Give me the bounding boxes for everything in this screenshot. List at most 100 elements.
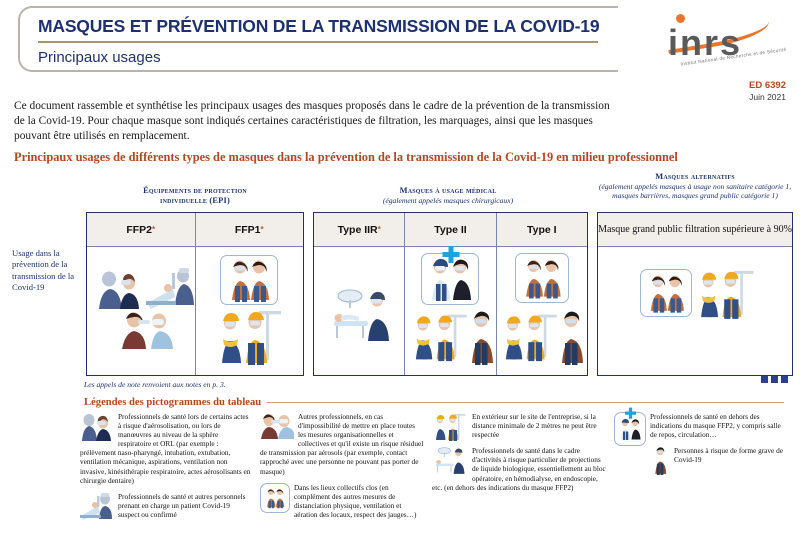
section-heading: Principaux usages de différents types de… bbox=[14, 150, 678, 164]
legend-item-3: Autres professionnels, en cas d'impossib… bbox=[260, 412, 424, 476]
header-row-epi: FFP2 * FFP1 * bbox=[87, 213, 303, 247]
body-row-epi bbox=[87, 247, 303, 375]
pictogram-chantier-ffp1 bbox=[221, 311, 281, 365]
group-header-epi: Équipements de protection individuelle (… bbox=[86, 186, 304, 205]
column-header-ffp1[interactable]: FFP1 * bbox=[195, 213, 303, 247]
frame-soignant-hors-indication-ii bbox=[421, 246, 480, 305]
body-row-alternatifs bbox=[598, 247, 792, 375]
column-label-masque-grand-public: Masque grand public filtration supérieur… bbox=[598, 223, 792, 235]
pictogram-soignant-aerosolisation bbox=[99, 271, 139, 309]
pictogram-deux-personnes-gp bbox=[650, 275, 684, 313]
legend-item-5: En extérieur sur le site de l'entreprise… bbox=[432, 412, 606, 441]
pictogram-deux-personnes-i bbox=[525, 259, 561, 299]
header-row-alternatifs: Masque grand public filtration supérieur… bbox=[598, 213, 792, 247]
legend-item-8: Personnes à risque de forme grave de Cov… bbox=[614, 446, 788, 476]
pictogram-chantier-i bbox=[505, 314, 557, 362]
title-banner: MASQUES ET PRÉVENTION DE LA TRANSMISSION… bbox=[18, 6, 618, 72]
pictogram-personne-risque-grave-ii bbox=[472, 311, 494, 365]
legend-item-2: Professionnels de santé et autres person… bbox=[80, 491, 252, 520]
soignant-patient-glyph bbox=[621, 418, 641, 440]
autres-professionnels-icon bbox=[261, 414, 294, 439]
cell-ffp2 bbox=[87, 247, 196, 375]
legend-title: Légendes des pictogrammes du tableau bbox=[84, 397, 262, 408]
soignant-hors-indication-icon bbox=[614, 407, 646, 446]
square-3 bbox=[781, 376, 788, 383]
cell-ffp1 bbox=[195, 247, 303, 375]
group-caption-epi-line2: individuelle (EPI) bbox=[160, 195, 230, 205]
row-label-usage: Usage dans la prévention de la transmiss… bbox=[12, 248, 75, 293]
page-subtitle: Principaux usages bbox=[38, 49, 161, 66]
group-subtitle-alternatifs: (également appelés masques à usage non s… bbox=[598, 181, 792, 201]
legend-column-3: En extérieur sur le site de l'entreprise… bbox=[432, 412, 614, 526]
publication-date: Juin 2021 bbox=[749, 92, 786, 102]
legend-item-7: Professionnels de santé en dehors des in… bbox=[614, 407, 788, 446]
legend-item-1: Professionnels de santé lors de certains… bbox=[80, 412, 252, 485]
cell-type-ii bbox=[405, 246, 497, 375]
legend-divider bbox=[267, 402, 784, 403]
inrs-logo: inrs Institut National de Recherche et d… bbox=[660, 8, 787, 70]
body-row-medical bbox=[314, 246, 587, 375]
legend-text-2: Professionnels de santé et autres person… bbox=[118, 491, 246, 519]
column-header-type-i[interactable]: Type I bbox=[496, 213, 587, 247]
column-header-ffp2[interactable]: FFP2 * bbox=[87, 213, 196, 247]
legend-text-8: Personnes à risque de forme grave de Cov… bbox=[674, 446, 784, 465]
exterieur-chantier-icon bbox=[436, 414, 466, 441]
legend-text-6: Professionnels de santé dans le cadre d'… bbox=[432, 446, 606, 492]
pictogram-chantier-gp bbox=[701, 270, 754, 319]
soignant-aerosolisation-icon bbox=[82, 414, 111, 441]
cell-type-iir bbox=[314, 247, 406, 375]
legend-text-7: Professionnels de santé en dehors des in… bbox=[650, 412, 781, 440]
column-label-type-ii: Type II bbox=[434, 223, 467, 236]
legend-column-2: Autres professionnels, en cas d'impossib… bbox=[260, 412, 432, 526]
logo-dot-icon bbox=[676, 14, 685, 23]
usage-table: Équipements de protection individuelle (… bbox=[0, 170, 800, 385]
group-subtitle-medical: (également appelés masques chirurgicaux) bbox=[382, 195, 514, 205]
square-2 bbox=[771, 376, 778, 383]
cell-type-i bbox=[496, 247, 587, 375]
pictogram-soignant-patient-ii bbox=[432, 258, 472, 301]
column-header-masque-grand-public[interactable]: Masque grand public filtration supérieur… bbox=[598, 213, 792, 247]
personne-risque-grave-icon bbox=[655, 447, 667, 476]
footnote-marker-type-iir: * bbox=[377, 224, 381, 234]
column-label-type-i: Type I bbox=[527, 223, 557, 236]
group-caption-epi-line1: Équipements de protection bbox=[143, 186, 247, 195]
deux-personnes-glyph bbox=[267, 488, 285, 508]
pictogram-prelevement-naso bbox=[122, 312, 173, 349]
bloc-operatoire-icon bbox=[436, 447, 465, 475]
soignant-patient-covid-icon bbox=[80, 492, 112, 520]
pictogram-deux-personnes-ffp1 bbox=[231, 260, 269, 302]
footnote-marker-ffp2: * bbox=[152, 224, 156, 234]
table-footnote: Les appels de note renvoient aux notes e… bbox=[84, 380, 226, 389]
group-caption-alternatifs: Masques alternatifs bbox=[655, 172, 735, 181]
legend-text-1: Professionnels de santé lors de certains… bbox=[80, 412, 251, 485]
group-caption-medical: Masques à usage médical bbox=[399, 186, 497, 195]
frame-lieux-collectifs-ffp1 bbox=[219, 255, 278, 305]
square-1 bbox=[761, 376, 768, 383]
pictogram-personne-risque-grave-i bbox=[561, 311, 583, 365]
table-block-alternatifs: Masque grand public filtration supérieur… bbox=[597, 212, 793, 376]
legend-item-6: Professionnels de santé dans le cadre d'… bbox=[432, 446, 606, 491]
group-header-medical: Masques à usage médical (également appel… bbox=[308, 186, 588, 205]
lieux-collectifs-clos-icon bbox=[260, 482, 290, 513]
legend-column-1: Professionnels de santé lors de certains… bbox=[80, 412, 260, 526]
decorative-squares bbox=[761, 376, 788, 383]
title-divider bbox=[38, 41, 598, 43]
legend-item-4: Dans les lieux collectifs clos (en compl… bbox=[260, 482, 424, 519]
column-header-type-iir[interactable]: Type IIR * bbox=[314, 213, 406, 247]
column-label-ffp1: FFP1 bbox=[234, 223, 261, 236]
legend-header: Légendes des pictogrammes du tableau bbox=[84, 397, 784, 408]
cell-masque-grand-public bbox=[598, 247, 792, 375]
group-header-alternatifs: Masques alternatifs (également appelés m… bbox=[597, 172, 793, 201]
legend-text-5: En extérieur sur le site de l'entreprise… bbox=[472, 412, 597, 440]
column-header-type-ii[interactable]: Type II bbox=[405, 213, 497, 247]
page-title: MASQUES ET PRÉVENTION DE LA TRANSMISSION… bbox=[38, 16, 600, 36]
frame-lieux-collectifs-gp bbox=[640, 269, 692, 317]
pictogram-bloc-operatoire bbox=[334, 289, 389, 341]
croix-medicale-icon bbox=[442, 246, 460, 263]
pictogram-chantier-ii bbox=[416, 314, 468, 362]
reference-code: ED 6392 Juin 2021 bbox=[749, 80, 786, 102]
header-row-medical: Type IIR * Type II Type I bbox=[314, 213, 587, 247]
croix-medicale-legend-icon bbox=[624, 407, 637, 419]
legend-columns: Professionnels de santé lors de certains… bbox=[80, 407, 796, 526]
